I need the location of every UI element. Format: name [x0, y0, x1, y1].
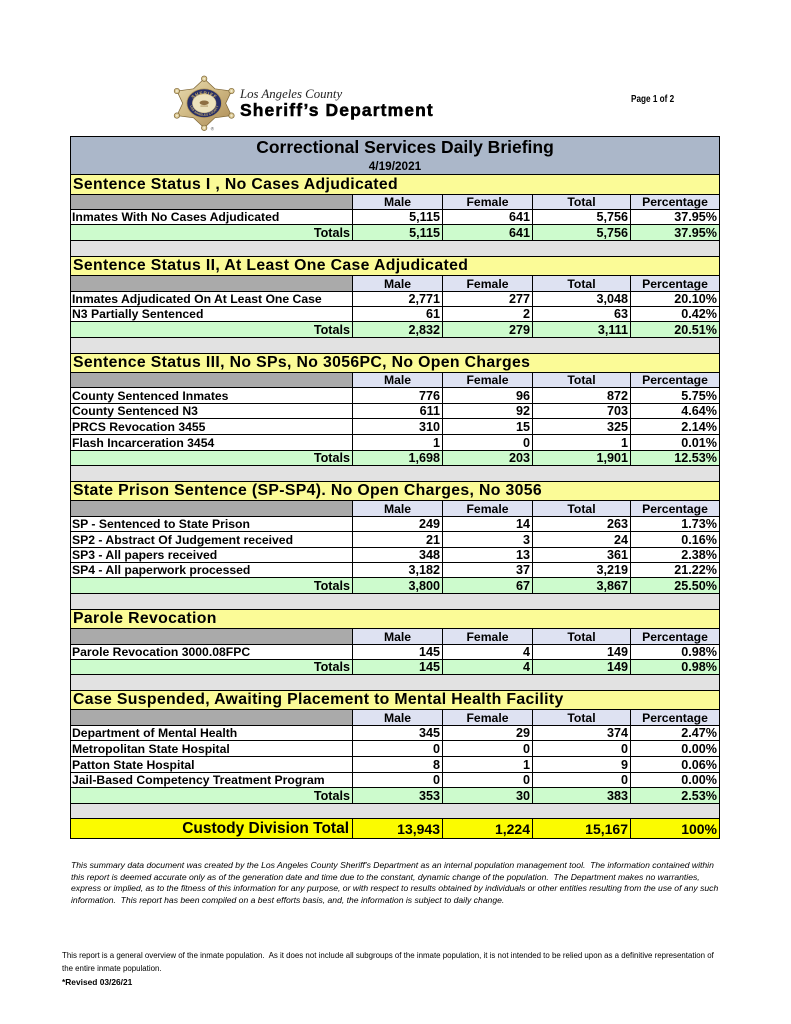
svg-text:®: ® — [211, 126, 215, 132]
svg-text:SHERIFF: SHERIFF — [190, 90, 217, 99]
